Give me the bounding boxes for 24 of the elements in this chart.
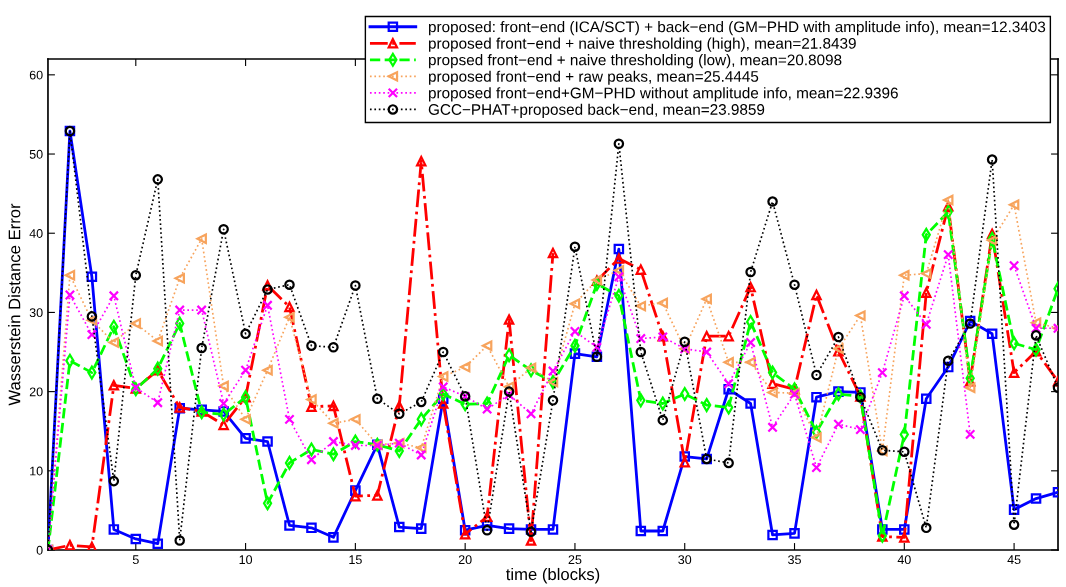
y-tick-label: 20: [29, 387, 43, 397]
legend-label: proposed front−end + naive thresholding (high), mean=21.8439: [429, 37, 856, 52]
y-tick-label: 50: [29, 149, 43, 159]
legend-label: propsed front−end + naive thresholding (low), mean=20.8098: [429, 54, 842, 69]
y-axis-title: Wasserstein Distance Error: [8, 203, 21, 406]
x-axis-title: time (blocks): [506, 567, 600, 584]
x-tick-label: 35: [788, 555, 801, 565]
x-tick-label: 30: [678, 555, 692, 565]
legend-label: GCC−PHAT+proposed back−end, mean=23.9859: [428, 103, 765, 118]
x-tick-label: 10: [239, 555, 253, 565]
legend-label: proposed: front−end (ICA/SCT) + back−end (GM−PHD with amplitude info), mean=12.3403: [429, 21, 1046, 36]
legend-label: proposed front−end + raw peaks, mean=25.4445: [429, 70, 759, 85]
y-tick-label: 60: [29, 70, 43, 80]
y-tick-label: 10: [30, 466, 43, 476]
x-tick-label: 45: [1007, 555, 1021, 565]
legend-label: proposed front−end+GM−PHD without amplitude info, mean=22.9396: [429, 87, 898, 102]
y-tick-label: 0: [36, 545, 43, 555]
x-tick-label: 20: [458, 555, 472, 565]
x-tick-label: 5: [132, 555, 139, 565]
y-tick-label: 30: [29, 308, 43, 318]
x-tick-label: 25: [568, 555, 582, 565]
y-tick-label: 40: [29, 229, 43, 238]
x-tick-label: 15: [349, 555, 362, 565]
x-tick-label: 40: [897, 555, 911, 565]
